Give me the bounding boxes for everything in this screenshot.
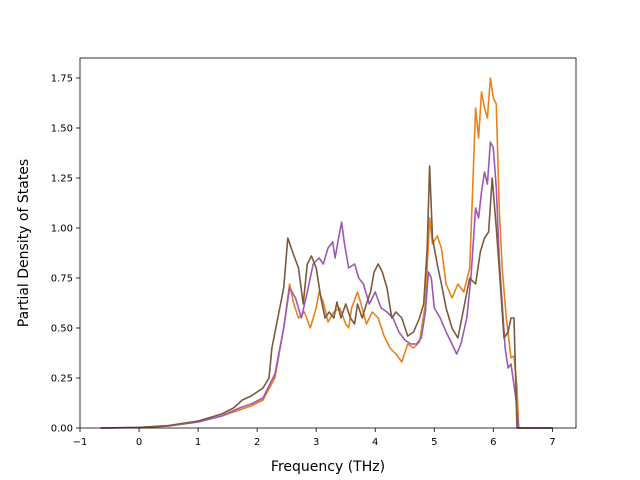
x-tick-label: −1 bbox=[73, 437, 88, 448]
x-tick-label: 4 bbox=[372, 437, 378, 448]
y-axis: 0.00 0.25 0.50 0.75 1.00 1.25 1.50 1.75 bbox=[51, 74, 80, 435]
y-tick-label: 1.25 bbox=[51, 174, 73, 185]
y-tick-label: 1.00 bbox=[51, 224, 73, 235]
x-tick-label: 3 bbox=[313, 437, 319, 448]
x-tick-label: 6 bbox=[490, 437, 496, 448]
x-axis: −1 0 1 2 3 4 5 6 7 bbox=[73, 428, 556, 448]
y-tick-label: 0.00 bbox=[51, 424, 73, 435]
x-axis-label: Frequency (THz) bbox=[271, 459, 385, 475]
y-tick-label: 0.75 bbox=[51, 274, 73, 285]
plot-area bbox=[100, 77, 553, 429]
y-tick-label: 0.50 bbox=[51, 324, 73, 335]
x-tick-label: 5 bbox=[431, 437, 437, 448]
y-tick-label: 1.75 bbox=[51, 74, 73, 85]
y-tick-label: 0.25 bbox=[51, 374, 73, 385]
x-tick-label: 2 bbox=[254, 437, 260, 448]
plot-frame bbox=[79, 57, 577, 429]
y-tick-label: 1.50 bbox=[51, 124, 73, 135]
y-axis-label: Partial Density of States bbox=[16, 159, 32, 327]
series-line-3 bbox=[100, 165, 553, 429]
series-line-2 bbox=[100, 141, 553, 429]
x-tick-label: 0 bbox=[136, 437, 142, 448]
x-tick-label: 7 bbox=[549, 437, 555, 448]
x-tick-label: 1 bbox=[195, 437, 201, 448]
